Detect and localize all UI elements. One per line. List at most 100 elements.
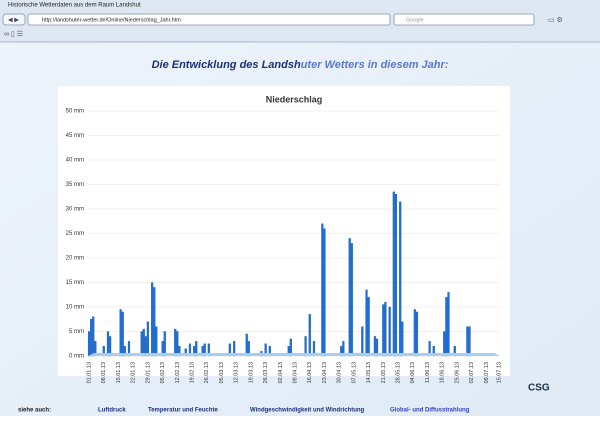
nav-buttons[interactable] — [2, 13, 26, 26]
heading-part: uter Wetters in diesem Jahr: — [301, 59, 449, 71]
menu-icons[interactable]: ▭ ⚙ — [548, 16, 563, 24]
footer-link[interactable]: Global- und Diffusstrahlung — [390, 408, 470, 414]
y-tick-label: 50 mm — [66, 109, 84, 115]
x-tick-label: 09.07.13 — [484, 362, 490, 383]
x-tick-label: 01.01.13 — [87, 362, 93, 383]
x-tick-label: 05.02.13 — [160, 362, 166, 383]
bar — [384, 301, 387, 357]
bar — [146, 321, 150, 357]
bar — [163, 331, 166, 357]
x-tick-label: 05.03.13 — [219, 362, 225, 383]
bar — [87, 331, 91, 357]
page-heading: Die Entwicklung des Landshuter Wetters i… — [152, 59, 449, 71]
bar — [447, 292, 450, 357]
bar — [382, 304, 385, 357]
x-tick-label: 07.05.13 — [351, 362, 357, 383]
heading-part: Die Entwicklung des Landsh — [152, 59, 301, 71]
bar — [155, 326, 158, 357]
bar — [415, 311, 419, 357]
bar — [350, 243, 353, 357]
bar — [174, 328, 177, 357]
bar — [399, 201, 402, 357]
y-tick-label: 45 mm — [66, 133, 84, 139]
x-tick-label: 02.07.13 — [469, 362, 475, 383]
x-tick-label: 19.03.13 — [248, 362, 254, 383]
bar — [121, 311, 124, 357]
footer-link[interactable]: Luftdruck — [98, 408, 126, 414]
x-tick-label: 23.04.13 — [322, 362, 328, 383]
y-tick-label: 30 mm — [66, 207, 84, 213]
x-tick-label: 28.05.13 — [396, 362, 402, 383]
x-tick-label: 29.01.13 — [145, 362, 151, 383]
bar — [323, 228, 326, 357]
bar — [392, 191, 395, 357]
bar — [468, 326, 471, 357]
x-tick-label: 12.02.13 — [175, 362, 181, 383]
bar — [367, 297, 370, 357]
x-tick-label: 21.05.13 — [381, 362, 387, 383]
x-tick-label: 02.04.13 — [278, 362, 284, 383]
x-tick-label: 16.04.13 — [307, 362, 313, 383]
footer-label: siehe auch: — [18, 408, 51, 414]
bar — [140, 331, 143, 357]
x-tick-label: 11.06.13 — [425, 362, 431, 383]
bar — [401, 321, 404, 357]
search-box[interactable] — [393, 13, 535, 26]
chart-panel — [58, 86, 510, 376]
bar — [245, 333, 248, 357]
bar — [413, 309, 416, 357]
bar — [348, 238, 351, 357]
x-tick-label: 12.03.13 — [234, 362, 240, 383]
y-tick-label: 35 mm — [66, 182, 84, 188]
bar — [394, 194, 398, 357]
window-title: Historische Wetterdaten aus dem Raum Lan… — [8, 3, 141, 9]
bar — [119, 309, 122, 357]
bar — [176, 331, 179, 357]
bar — [443, 331, 446, 357]
x-tick-label: 26.03.13 — [263, 362, 269, 383]
bar — [361, 326, 364, 357]
x-tick-label: 18.06.13 — [440, 362, 446, 383]
bar — [466, 326, 469, 357]
bar — [92, 316, 95, 357]
bar — [445, 297, 448, 357]
x-tick-label: 15.01.13 — [116, 362, 122, 383]
bar — [90, 319, 93, 357]
y-tick-label: 20 mm — [66, 256, 84, 262]
bar — [153, 287, 156, 357]
bar — [321, 223, 324, 357]
y-tick-label: 10 mm — [66, 305, 84, 311]
y-tick-label: 15 mm — [66, 280, 84, 286]
bar — [365, 289, 368, 357]
x-tick-label: 26.02.13 — [204, 362, 210, 383]
bar — [151, 282, 154, 357]
footer-link[interactable]: Temperatur und Feuchte — [148, 408, 219, 414]
bar — [142, 328, 145, 357]
x-tick-label: 30.04.13 — [337, 362, 343, 383]
y-tick-label: 5 mm — [69, 329, 84, 335]
x-tick-label: 08.01.13 — [101, 362, 107, 383]
back-icon: ◀ ▶ — [8, 18, 19, 24]
bar — [388, 306, 391, 357]
bar — [106, 331, 110, 357]
x-tick-label: 22.01.13 — [131, 362, 137, 383]
logo: CSG — [528, 383, 550, 394]
address-bar[interactable] — [27, 13, 391, 26]
x-tick-label: 09.04.13 — [293, 362, 299, 383]
x-tick-label: 15.07.13 — [496, 362, 502, 383]
x-tick-label: 14.05.13 — [366, 362, 372, 383]
x-tick-label: 04.06.13 — [410, 362, 416, 383]
url-text: http://landshuter-wetter.de/Online/Niede… — [42, 17, 181, 23]
chart-floor — [88, 353, 500, 356]
footer-link[interactable]: Windgeschwindigkeit und Windrichtung — [250, 408, 365, 414]
x-tick-label: 25.06.13 — [454, 362, 460, 383]
y-tick-label: 25 mm — [66, 231, 84, 237]
search-placeholder: Google — [406, 17, 424, 23]
chart-title: Niederschlag — [266, 94, 323, 104]
y-tick-label: 0 mm — [69, 354, 84, 360]
bookmark-icons[interactable]: ∞ ▯ ☰ — [4, 31, 23, 38]
bar — [308, 314, 311, 357]
y-tick-label: 40 mm — [66, 158, 84, 164]
